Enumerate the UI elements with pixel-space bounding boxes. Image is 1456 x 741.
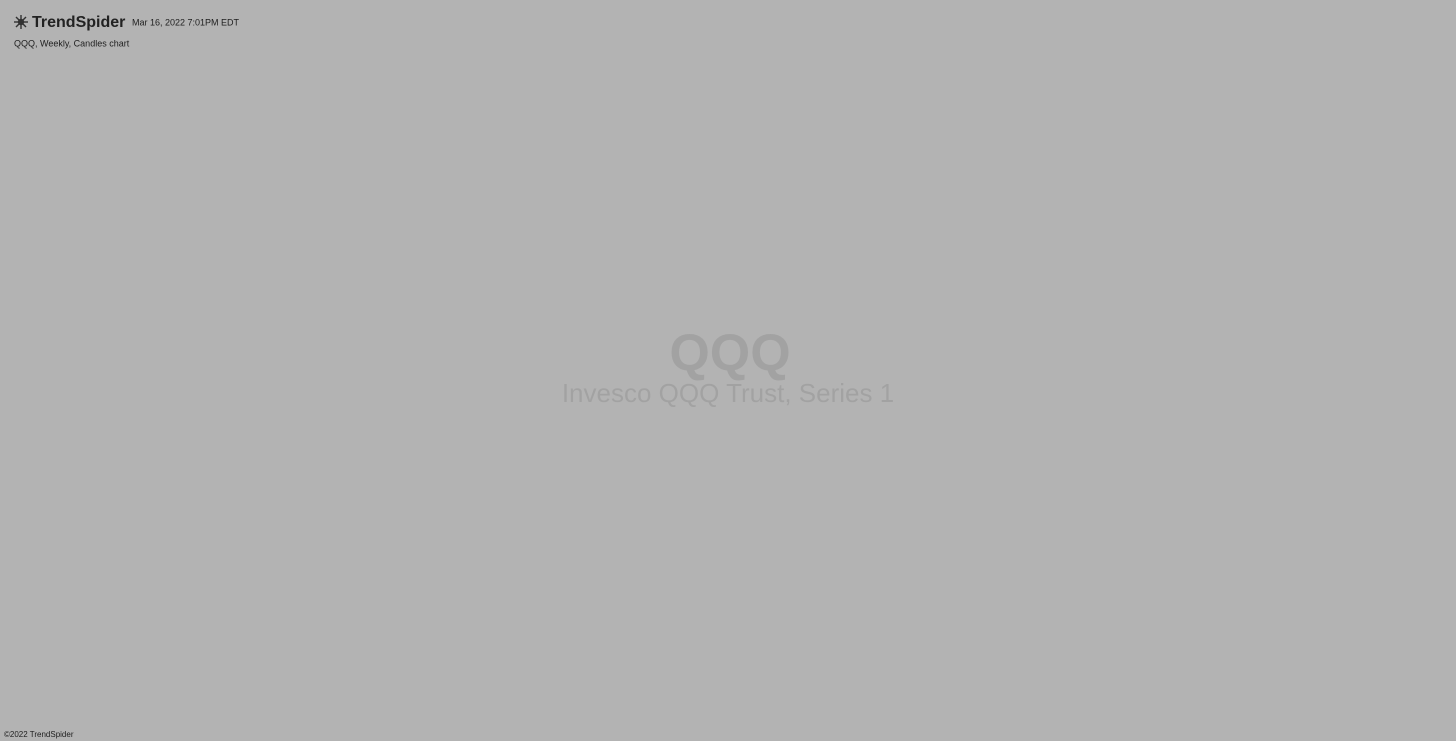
timestamp: Mar 16, 2022 7:01PM EDT [132,17,240,27]
footer: ©2022 TrendSpider [4,730,74,739]
watermark-symbol: QQQ [669,325,790,383]
chart-subtitle: QQQ, Weekly, Candles chart [14,38,130,48]
logo-icon [14,15,28,29]
watermark-name: Invesco QQQ Trust, Series 1 [562,378,894,408]
brand: TrendSpider [32,14,125,31]
